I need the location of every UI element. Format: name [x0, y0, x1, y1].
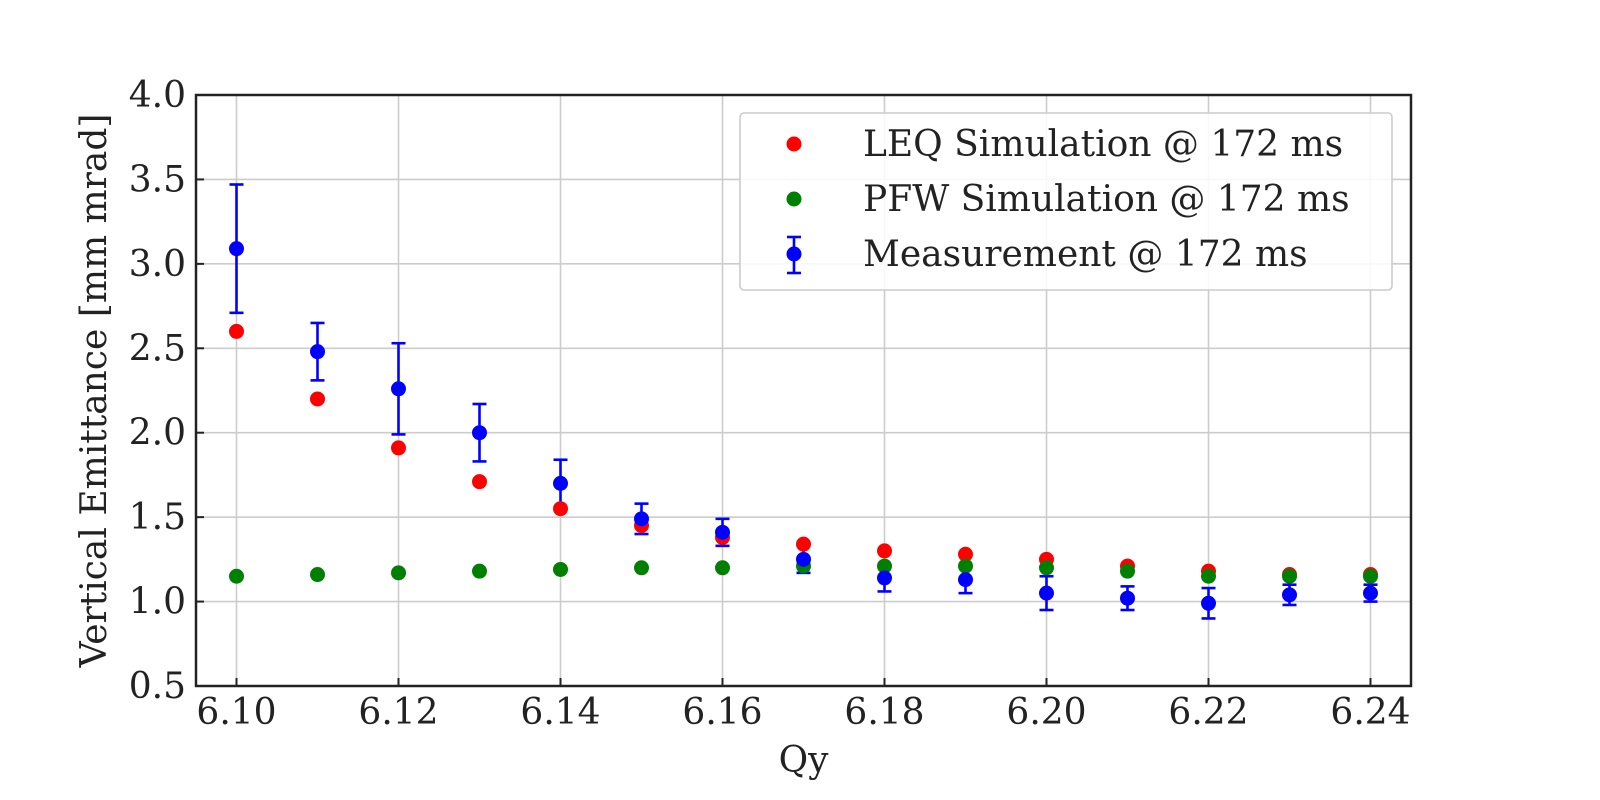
series-1-point	[1282, 568, 1297, 584]
legend-entry: PFW Simulation @ 172 ms	[786, 179, 1350, 220]
x-tick-label: 6.20	[1006, 692, 1086, 733]
series-1-point	[472, 563, 487, 579]
series-0-point	[877, 543, 892, 559]
series-2-point	[229, 241, 244, 257]
series-2-point	[715, 524, 730, 540]
x-tick-label: 6.24	[1330, 692, 1410, 733]
series-1-point	[229, 568, 244, 584]
x-tick-label: 6.10	[196, 692, 276, 733]
legend-label: LEQ Simulation @ 172 ms	[863, 124, 1343, 165]
series-2-point	[1201, 595, 1216, 611]
legend-label: PFW Simulation @ 172 ms	[863, 179, 1350, 220]
series-1-point	[1363, 568, 1378, 584]
y-axis-title: Vertical Emittance [mm mrad]	[74, 114, 115, 669]
x-axis-title: Qy	[779, 740, 830, 781]
y-tick-label: 0.5	[129, 666, 186, 707]
legend-marker	[786, 136, 802, 152]
series-0-point	[310, 391, 325, 407]
legend-entry: LEQ Simulation @ 172 ms	[786, 124, 1343, 165]
legend-label: Measurement @ 172 ms	[863, 234, 1308, 275]
series-0-point	[553, 501, 568, 517]
x-tick-label: 6.14	[520, 692, 600, 733]
y-tick-label: 4.0	[129, 75, 186, 116]
series-2-point	[634, 511, 649, 527]
y-tick-label: 1.0	[129, 582, 186, 623]
legend-entry: Measurement @ 172 ms	[786, 234, 1308, 275]
series-2-point	[1282, 587, 1297, 603]
series-1-point	[391, 565, 406, 581]
series-1-point	[1201, 568, 1216, 584]
series-2-point	[958, 572, 973, 588]
legend-marker	[786, 191, 802, 207]
x-tick-labels: 6.10 6.12 6.14 6.16 6.18 6.20 6.22 6.24	[196, 692, 1410, 733]
series-2-point	[472, 425, 487, 441]
series-2-point	[1039, 585, 1054, 601]
y-tick-label: 3.5	[129, 159, 186, 200]
axis-ticks	[196, 94, 1372, 687]
series-2-point	[796, 551, 811, 567]
x-tick-label: 6.16	[682, 692, 762, 733]
series-0-point	[958, 546, 973, 562]
series-0-point	[391, 440, 406, 456]
series-1-point	[634, 560, 649, 576]
series-1-point	[310, 567, 325, 583]
y-tick-labels: 0.5 1.0 1.5 2.0 2.5 3.0 3.5 4.0	[129, 75, 186, 707]
y-tick-label: 2.0	[129, 413, 186, 454]
series-2-point	[553, 475, 568, 491]
series-2-point	[391, 381, 406, 397]
y-tick-label: 3.0	[129, 244, 186, 285]
series-0-point	[229, 323, 244, 339]
x-tick-label: 6.12	[358, 692, 438, 733]
data-points	[229, 241, 1378, 611]
series-1-point	[877, 558, 892, 574]
x-tick-label: 6.18	[844, 692, 924, 733]
series-2-point	[1120, 590, 1135, 606]
series-1-point	[715, 560, 730, 576]
series-2-point	[877, 570, 892, 586]
y-tick-label: 1.5	[129, 497, 186, 538]
x-tick-label: 6.22	[1168, 692, 1248, 733]
series-1-point	[1039, 560, 1054, 576]
series-1-point	[1120, 563, 1135, 579]
legend: LEQ Simulation @ 172 ms PFW Simulation @ …	[739, 112, 1393, 291]
series-0-point	[472, 474, 487, 490]
series-1-point	[553, 561, 568, 577]
legend-entries: LEQ Simulation @ 172 ms PFW Simulation @ …	[786, 124, 1350, 275]
plot-frame	[194, 93, 1413, 688]
y-tick-label: 2.5	[129, 328, 186, 369]
series-2-point	[310, 344, 325, 360]
series-0-point	[796, 536, 811, 552]
series-2-point	[1363, 585, 1378, 601]
legend-box	[739, 112, 1393, 291]
legend-marker	[786, 246, 802, 262]
series-1-point	[958, 558, 973, 574]
